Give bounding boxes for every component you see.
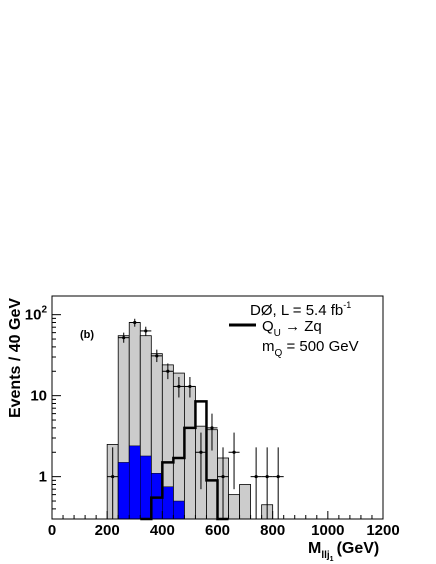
component-bar xyxy=(173,500,185,520)
data-point xyxy=(151,349,163,363)
legend-experiment-exponent: -1 xyxy=(343,300,351,310)
x-tick-label: 800 xyxy=(260,522,285,539)
data-point-marker xyxy=(166,369,170,373)
data-point-marker xyxy=(155,354,159,358)
data-point xyxy=(206,413,218,451)
data-point xyxy=(217,447,229,519)
data-point xyxy=(173,376,185,398)
data-point xyxy=(184,376,196,398)
data-point-marker xyxy=(122,336,126,340)
y-tick-label: 1 xyxy=(39,469,47,486)
legend-signal-tail: → Zq xyxy=(281,318,322,335)
component-bar xyxy=(151,473,163,520)
data-point-marker xyxy=(210,426,214,430)
x-tick-label: 600 xyxy=(205,522,230,539)
data-point xyxy=(250,447,262,519)
data-point xyxy=(107,447,119,519)
data-point-marker xyxy=(232,450,236,454)
x-axis-label-unit: (GeV) xyxy=(337,540,380,557)
x-tick-label: 0 xyxy=(48,522,56,539)
legend-mass-tail: = 500 GeV xyxy=(282,338,358,355)
legend-mass-main: m xyxy=(262,338,275,355)
x-axis-label: Mllj1(GeV) xyxy=(308,540,379,563)
x-tick-label: 400 xyxy=(150,522,175,539)
background-bar xyxy=(183,386,196,520)
data-point xyxy=(118,332,130,343)
data-point-marker xyxy=(133,320,137,325)
background-bar xyxy=(228,494,240,520)
data-point xyxy=(195,432,207,490)
x-tick-label: 1200 xyxy=(366,522,399,539)
y-tick-label-base: 10 xyxy=(30,388,47,405)
component-bar xyxy=(117,462,130,520)
component-bar xyxy=(128,445,141,520)
y-tick-label-base: 1 xyxy=(39,469,47,486)
x-axis-label-main: M xyxy=(308,540,321,557)
data-point xyxy=(129,318,141,327)
legend-signal-sub: U xyxy=(274,328,281,339)
component-bar xyxy=(140,455,152,520)
data-point-marker xyxy=(111,475,115,479)
data-point-marker xyxy=(254,475,258,479)
data-point-marker xyxy=(221,475,225,479)
legend-signal-main: Q xyxy=(262,318,274,335)
signal-layer xyxy=(140,400,229,521)
data-point-marker xyxy=(188,384,192,389)
data-point-marker xyxy=(199,450,203,454)
y-tick-label: 102 xyxy=(25,305,48,324)
legend-experiment-text: DØ, L = 5.4 fb xyxy=(250,302,343,319)
panel-label: (b) xyxy=(80,329,94,341)
data-point-marker xyxy=(144,329,148,333)
data-point-marker xyxy=(265,475,269,479)
legend-experiment: DØ, L = 5.4 fb-1 xyxy=(250,300,351,319)
y-tick-label-exponent: 2 xyxy=(41,305,47,316)
component-layer xyxy=(117,445,185,520)
data-layer xyxy=(107,318,284,519)
legend-signal: QU → Zq xyxy=(262,318,322,339)
signal-histogram xyxy=(140,400,229,521)
y-tick-label: 10 xyxy=(30,388,47,405)
data-point-marker xyxy=(276,475,280,479)
legend-mass-sub: Q xyxy=(275,348,283,359)
y-axis-label: Events / 40 GeV xyxy=(7,298,24,418)
background-bar xyxy=(239,484,251,520)
component-bar xyxy=(162,486,174,520)
x-axis-label-sub2: 1 xyxy=(330,556,334,563)
data-point xyxy=(261,447,273,519)
data-point-marker xyxy=(177,384,181,389)
data-point xyxy=(272,447,284,519)
data-point xyxy=(162,363,174,380)
legend-mass: mQ = 500 GeV xyxy=(262,338,359,359)
x-axis-label-sub: llj xyxy=(321,550,330,561)
data-point xyxy=(140,326,152,336)
x-tick-label: 1000 xyxy=(311,522,344,539)
x-tick-label: 200 xyxy=(95,522,120,539)
legend: DØ, L = 5.4 fb-1 QU → Zq mQ = 500 GeV xyxy=(229,300,359,359)
data-point xyxy=(228,432,240,490)
y-tick-label-base: 10 xyxy=(25,307,42,324)
